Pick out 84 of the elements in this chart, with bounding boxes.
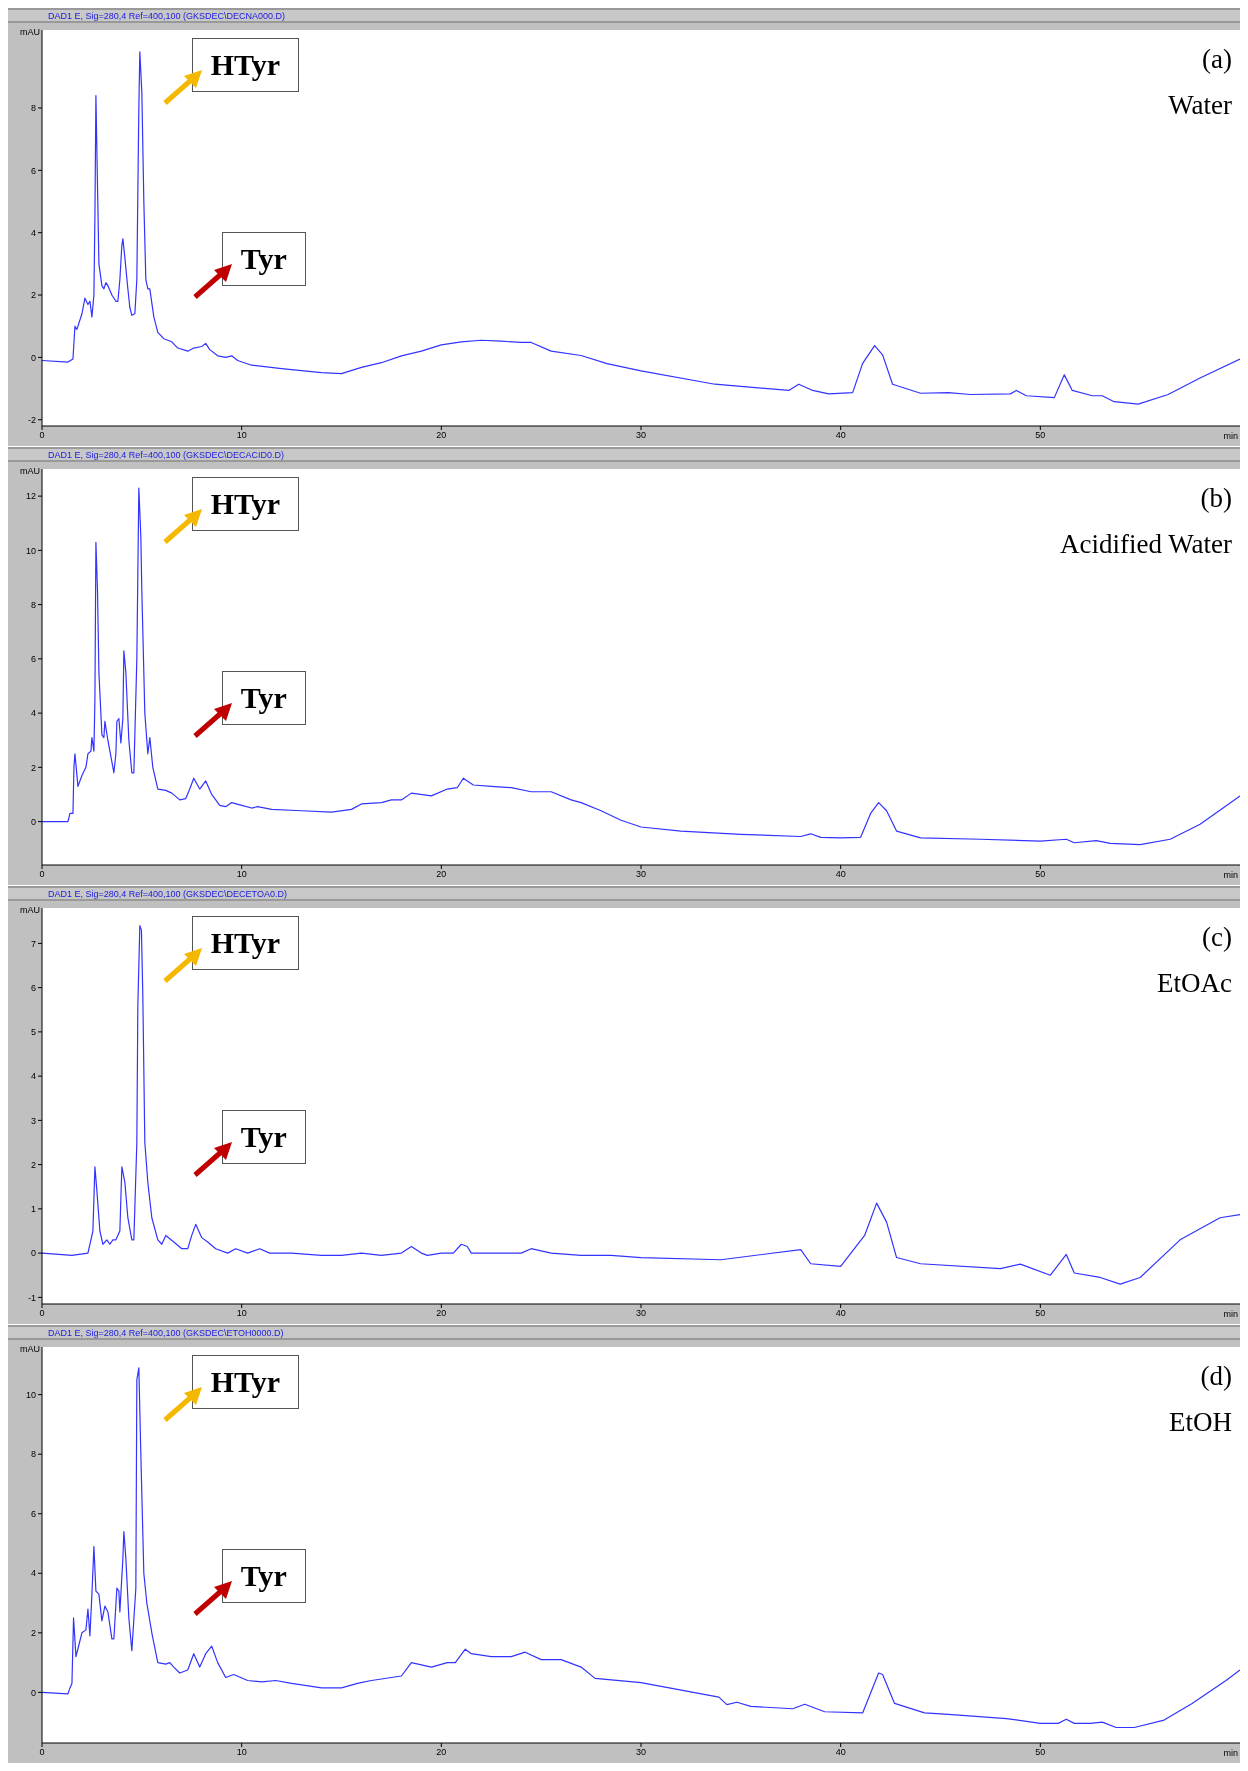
x-tick-label: 10: [236, 430, 247, 441]
y-tick-label: 0: [30, 1248, 36, 1259]
x-axis-title: min: [1223, 870, 1238, 880]
y-tick-label: 2: [30, 1628, 36, 1639]
y-tick-label: -1: [27, 1292, 36, 1303]
x-tick-label: 20: [436, 1308, 447, 1319]
annotation: EtOAc: [1157, 968, 1232, 999]
y-axis-title: mAU: [20, 27, 40, 37]
y-tick-label: 8: [30, 599, 36, 610]
x-tick-label: 50: [1035, 1747, 1046, 1758]
annotation: Tyr: [221, 1548, 306, 1603]
y-tick-label: 6: [30, 982, 36, 993]
x-axis-title: min: [1223, 1309, 1238, 1319]
x-tick-label: 0: [39, 430, 45, 441]
x-tick-label: 40: [835, 1308, 846, 1319]
annotation: (c): [1202, 922, 1232, 953]
annotation: Tyr: [221, 670, 306, 725]
y-tick-label: 10: [25, 1389, 36, 1400]
annotation: EtOH: [1169, 1407, 1232, 1438]
y-tick-label: 0: [30, 352, 36, 363]
line-series: [42, 1367, 1240, 1729]
y-tick-label: 8: [30, 103, 36, 114]
y-tick-label: 3: [30, 1115, 36, 1126]
x-tick-label: 10: [236, 1747, 247, 1758]
x-tick-label: 40: [835, 869, 846, 880]
x-tick-label: 0: [39, 869, 45, 880]
annotation: HTyr: [191, 916, 300, 970]
y-axis-title: mAU: [20, 1344, 40, 1354]
y-tick-label: 2: [30, 1159, 36, 1170]
x-tick-label: 30: [635, 869, 647, 880]
line-series: [42, 925, 1240, 1285]
x-tick-label: 10: [236, 869, 247, 880]
x-tick-label: 20: [436, 430, 447, 441]
annotation: HTyr: [191, 1355, 300, 1409]
x-tick-label: 30: [635, 1747, 647, 1758]
annotation: Tyr: [221, 1109, 306, 1164]
y-tick-label: 0: [30, 816, 36, 827]
annotation: (d): [1200, 1361, 1232, 1392]
y-axis-title: mAU: [20, 466, 40, 476]
x-tick-label: 50: [1035, 869, 1046, 880]
x-tick-label: 30: [635, 1308, 647, 1319]
x-axis-title: min: [1223, 431, 1238, 441]
y-tick-label: 12: [25, 491, 36, 502]
chart-title: DAD1 E, Sig=280,4 Ref=400,100 (GKSDEC\ETOH0000.D): [48, 1328, 284, 1338]
y-tick-label: 7: [30, 938, 36, 949]
y-tick-label: 2: [30, 762, 36, 773]
y-tick-label: 4: [30, 227, 36, 238]
annotation: (a): [1202, 44, 1232, 75]
annotation: HTyr: [191, 477, 300, 531]
annotation: Water: [1168, 90, 1232, 121]
x-tick-label: 40: [835, 1747, 846, 1758]
y-tick-label: 8: [30, 1449, 36, 1460]
y-tick-label: 6: [30, 1508, 36, 1519]
x-tick-label: 20: [436, 869, 447, 880]
y-tick-label: -2: [27, 414, 36, 425]
x-tick-label: 0: [39, 1747, 45, 1758]
chart-title: DAD1 E, Sig=280,4 Ref=400,100 (GKSDEC\DECACID0.D): [48, 450, 285, 460]
annotation: Tyr: [221, 231, 306, 286]
y-tick-label: 2: [30, 290, 36, 301]
y-tick-label: 10: [25, 545, 36, 556]
x-tick-label: 30: [635, 430, 647, 441]
y-axis-title: mAU: [20, 905, 40, 915]
x-tick-label: 50: [1035, 1308, 1046, 1319]
y-tick-label: 4: [30, 1568, 36, 1579]
x-axis-title: min: [1223, 1748, 1238, 1758]
y-tick-label: 0: [30, 1687, 36, 1698]
x-tick-label: 10: [236, 1308, 247, 1319]
y-tick-label: 4: [30, 708, 36, 719]
y-tick-label: 6: [30, 654, 36, 665]
line-series: [42, 51, 1240, 405]
y-tick-label: 4: [30, 1071, 36, 1082]
line-series: [42, 487, 1240, 846]
x-tick-label: 0: [39, 1308, 45, 1319]
y-tick-label: 6: [30, 165, 36, 176]
y-tick-label: 1: [30, 1204, 36, 1215]
chart-title: DAD1 E, Sig=280,4 Ref=400,100 (GKSDEC\DECETOA0.D): [48, 889, 287, 899]
y-tick-label: 5: [30, 1027, 36, 1038]
x-tick-label: 20: [436, 1747, 447, 1758]
x-tick-label: 40: [835, 430, 846, 441]
annotation: Acidified Water: [1059, 529, 1232, 560]
chart-title: DAD1 E, Sig=280,4 Ref=400,100 (GKSDEC\DECNA000.D): [48, 11, 286, 21]
annotation: HTyr: [191, 38, 300, 92]
annotation: (b): [1200, 483, 1232, 514]
x-tick-label: 50: [1035, 430, 1046, 441]
